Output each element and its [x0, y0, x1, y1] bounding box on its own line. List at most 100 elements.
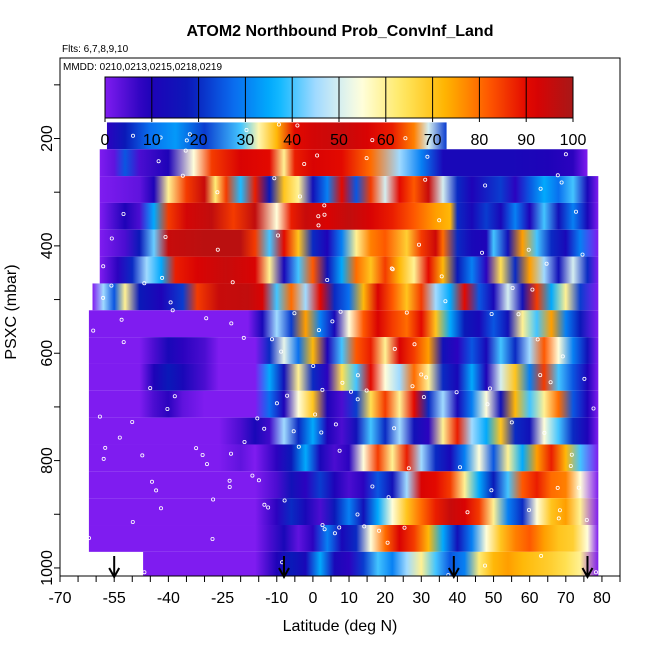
y-tick-label: 600: [39, 340, 56, 367]
sample-marker: [262, 426, 267, 431]
sample-marker: [535, 337, 540, 342]
sample-marker: [274, 401, 279, 406]
x-tick-label: 50: [485, 590, 503, 607]
sample-marker: [170, 308, 175, 313]
sample-marker: [316, 328, 321, 333]
sample-marker: [311, 363, 316, 368]
sample-marker: [315, 153, 320, 158]
sample-marker: [364, 156, 369, 161]
sample-marker: [200, 452, 205, 457]
sample-marker: [255, 416, 260, 421]
sample-marker: [555, 173, 560, 178]
sample-marker: [242, 439, 247, 444]
sample-marker: [594, 570, 599, 575]
sample-marker: [370, 484, 375, 489]
x-tick-label: -40: [157, 590, 180, 607]
flight-arrow-marker: [447, 556, 460, 580]
sample-marker: [412, 342, 417, 347]
sample-marker: [262, 502, 267, 507]
sample-marker: [402, 525, 407, 530]
sample-marker: [509, 420, 514, 425]
heatmap-row: [88, 390, 599, 418]
sample-marker: [101, 295, 106, 300]
sample-marker: [483, 183, 488, 188]
sample-marker: [557, 508, 562, 513]
sample-marker: [109, 236, 114, 241]
sample-marker: [404, 310, 409, 315]
sample-marker: [355, 373, 360, 378]
sample-marker: [403, 136, 408, 141]
sample-marker: [160, 275, 165, 280]
sample-marker: [130, 419, 135, 424]
sample-marker: [544, 261, 549, 266]
sample-marker: [180, 173, 185, 178]
y-axis-label: PSXC (mbar): [3, 264, 20, 359]
sample-marker: [355, 397, 360, 402]
sample-marker: [437, 218, 442, 223]
heatmap-row: [88, 417, 599, 445]
sample-marker: [485, 402, 490, 407]
sample-marker: [568, 463, 573, 468]
heatmap-row: [99, 149, 588, 177]
sample-marker: [337, 525, 342, 530]
sample-marker: [154, 488, 159, 493]
heatmap-row: [106, 122, 447, 150]
sample-marker: [227, 484, 232, 489]
sample-marker: [292, 311, 297, 316]
sample-marker: [510, 285, 515, 290]
sample-marker: [101, 456, 106, 461]
heatmap-row: [88, 363, 599, 391]
colorbar-tick-label: 20: [190, 132, 208, 149]
sample-marker: [204, 316, 209, 321]
sample-marker: [446, 573, 451, 578]
sample-marker: [338, 309, 343, 314]
sample-marker: [424, 375, 429, 380]
sample-marker: [103, 445, 108, 450]
sample-marker: [256, 478, 261, 483]
sample-marker: [410, 384, 415, 389]
heatmap-row: [99, 176, 599, 203]
sample-marker: [487, 386, 492, 391]
sample-marker: [337, 448, 342, 453]
sample-marker: [87, 536, 92, 541]
sample-marker: [282, 498, 287, 503]
sample-marker: [142, 281, 147, 286]
x-tick-label: 30: [412, 590, 430, 607]
flight-arrow-marker: [108, 556, 121, 580]
sample-marker: [322, 203, 327, 208]
sample-marker: [316, 223, 321, 228]
sample-marker: [215, 247, 220, 252]
sample-marker: [457, 465, 462, 470]
sample-marker: [228, 451, 233, 456]
colorbar-tick-label: 80: [471, 132, 489, 149]
sample-marker: [241, 335, 246, 340]
x-tick-label: -55: [103, 590, 126, 607]
colorbar-tick-label: 10: [143, 132, 161, 149]
sample-marker: [148, 386, 153, 391]
sample-marker: [591, 406, 596, 411]
sample-marker: [419, 372, 424, 377]
sample-marker: [489, 311, 494, 316]
sample-marker: [542, 430, 547, 435]
sample-marker: [101, 264, 106, 269]
sample-marker: [227, 478, 232, 483]
sample-marker: [482, 563, 487, 568]
heatmap-row: [99, 202, 599, 230]
sample-marker: [285, 393, 290, 398]
sample-marker: [555, 485, 560, 490]
sample-marker: [91, 328, 96, 333]
sample-marker: [559, 180, 564, 185]
sample-marker: [348, 389, 353, 394]
sample-marker: [250, 473, 255, 478]
heatmap-row: [99, 256, 599, 284]
x-tick-label: -70: [48, 590, 71, 607]
sample-marker: [291, 429, 296, 434]
sample-marker: [168, 300, 173, 305]
sample-marker: [244, 127, 249, 132]
x-tick-label: 60: [521, 590, 539, 607]
sample-marker: [149, 479, 154, 484]
sample-marker: [362, 524, 367, 529]
sample-marker: [140, 453, 145, 458]
x-tick-label: 20: [376, 590, 394, 607]
